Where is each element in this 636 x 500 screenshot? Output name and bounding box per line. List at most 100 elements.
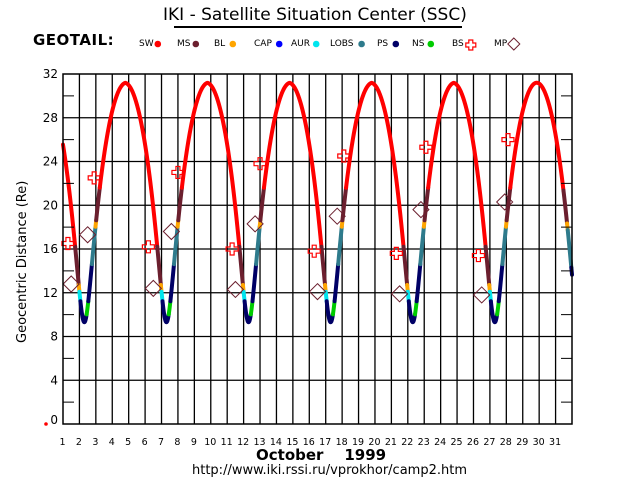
x-tick-label: 15 — [286, 437, 298, 448]
orbit-segment — [176, 185, 184, 223]
x-tick-label: 26 — [467, 437, 479, 448]
legend-marker — [229, 40, 237, 48]
x-tick-label: 2 — [76, 437, 82, 448]
bow-shock-marker — [471, 248, 486, 263]
orbit-segment — [495, 299, 501, 317]
bow-shock-marker — [171, 165, 185, 180]
bow-shock-marker — [225, 242, 239, 256]
plot-frame — [62, 73, 573, 425]
legend-marker — [427, 40, 435, 48]
bow-shock-marker — [419, 140, 433, 154]
y-tick-label: 24 — [43, 155, 58, 169]
orbit-segment — [166, 299, 173, 317]
origin-dot — [44, 422, 48, 426]
x-tick-label: 30 — [533, 437, 545, 448]
magnetopause-marker — [308, 282, 327, 301]
legend: SW MS BL CAP AUR LOBS PS NS BS MP — [139, 37, 521, 51]
y-tick-label: 12 — [43, 286, 58, 300]
x-tick-label: 18 — [336, 437, 348, 448]
y-tick-label: 4 — [50, 373, 58, 387]
x-tick-label: 13 — [253, 437, 265, 448]
x-tick-label: 27 — [483, 437, 495, 448]
orbit-segment — [258, 185, 266, 223]
bow-shock-marker — [501, 133, 515, 147]
x-tick-label: 11 — [221, 437, 233, 448]
bow-shock-marker — [141, 240, 155, 254]
legend-marker — [392, 40, 400, 48]
orbit-segment — [500, 224, 508, 267]
magnetopause-marker — [472, 286, 491, 304]
month-label: October — [256, 446, 324, 464]
orbit-segment — [565, 227, 574, 270]
x-tick-label: 7 — [158, 437, 164, 448]
orbit-segment — [179, 80, 242, 249]
orbit-segment — [237, 244, 245, 288]
orbit-segment — [418, 224, 426, 267]
legend-marker — [358, 40, 365, 48]
x-tick-label: 6 — [142, 437, 148, 448]
orbit-segment — [422, 185, 431, 223]
orbit-segment — [561, 188, 570, 226]
bow-shock-marker — [307, 244, 321, 258]
legend-label: CAP — [254, 39, 272, 49]
orbit-segment — [332, 262, 341, 304]
orbit-segment — [168, 262, 176, 304]
orbit-curve — [61, 80, 574, 325]
orbit-segment — [155, 244, 163, 288]
x-tick-label: 3 — [92, 437, 98, 448]
orbit-segment — [508, 80, 566, 193]
x-tick-label: 29 — [516, 437, 528, 448]
orbit-segment — [94, 185, 102, 223]
legend-label: MP — [494, 39, 508, 49]
legend-marker — [154, 40, 162, 48]
magnetopause-marker — [412, 200, 430, 219]
source-url: http://www.iki.rssi.ru/vprokhor/camp2.ht… — [192, 463, 467, 478]
orbit-segment — [171, 224, 180, 267]
satellite-label: GEOTAIL: — [33, 31, 115, 49]
orbit-segment — [73, 244, 81, 288]
legend-label: NS — [412, 39, 425, 49]
orbit-segment — [336, 224, 344, 267]
x-tick-label: 5 — [125, 437, 131, 448]
x-tick-label: 16 — [303, 437, 315, 448]
bow-shock-marker — [253, 157, 267, 171]
y-tick-label: 32 — [43, 67, 58, 81]
orbit-segment — [242, 299, 253, 325]
orbit-segment — [344, 80, 406, 249]
x-tick-label: 10 — [204, 437, 216, 448]
legend-marker — [312, 40, 320, 48]
orbit-segment — [86, 262, 94, 304]
x-tick-label: 19 — [352, 437, 364, 448]
orbit-segment — [483, 244, 492, 288]
legend-label: LOBS — [330, 39, 354, 49]
x-tick-label: 8 — [174, 437, 180, 448]
y-tick-label: 16 — [43, 242, 58, 256]
bow-shock-marker — [389, 246, 403, 260]
orbit-segment — [254, 224, 262, 267]
y-tick-label: 28 — [43, 111, 58, 125]
x-tick-label: 20 — [368, 437, 380, 448]
x-tick-label: 1 — [59, 437, 65, 448]
orbit-segment — [330, 299, 337, 317]
orbit-segment — [248, 299, 255, 317]
x-tick-label: 22 — [401, 437, 413, 448]
x-tick-label: 23 — [418, 437, 430, 448]
magnetopause-marker — [144, 279, 163, 298]
y-tick-label: 8 — [50, 330, 58, 344]
legend-label: BL — [214, 39, 225, 49]
orbit-segment — [504, 185, 513, 223]
x-tick-label: 31 — [549, 437, 561, 448]
orbit-segment — [406, 299, 418, 325]
orbit-segment — [414, 262, 423, 304]
bow-shock-marker — [337, 149, 351, 163]
orbit-segment — [61, 142, 78, 249]
legend-label: AUR — [291, 39, 310, 49]
legend-marker — [192, 40, 200, 48]
x-axis-month: October 1999 — [256, 446, 386, 464]
x-tick-label: 9 — [191, 437, 197, 448]
y-tick-label: 20 — [43, 198, 58, 212]
orbit-segment — [261, 80, 324, 249]
x-tick-label: 28 — [500, 437, 512, 448]
